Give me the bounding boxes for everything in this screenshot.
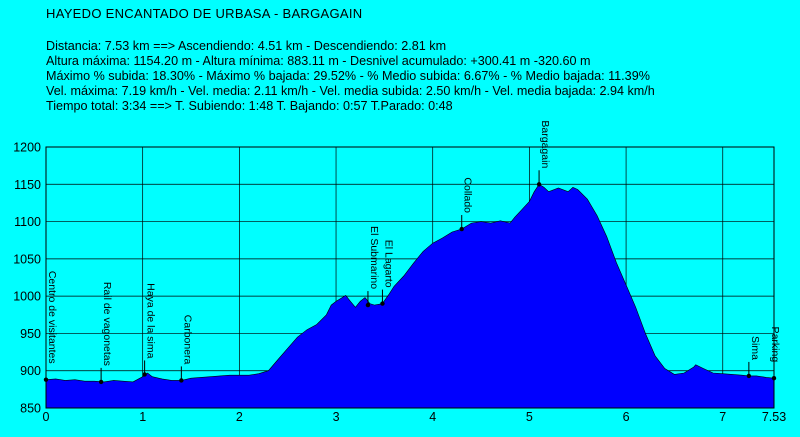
waypoint-label: El Submarino	[368, 226, 380, 289]
waypoint-label: Sima	[749, 336, 761, 360]
waypoint-label: Collado	[462, 177, 474, 213]
waypoint-marker	[142, 372, 147, 377]
waypoint-label: Rail de vagonetas	[101, 282, 113, 366]
y-tick-label: 1050	[13, 252, 41, 266]
waypoint-marker	[746, 373, 752, 379]
y-tick-label: 850	[20, 402, 41, 416]
x-tick-label: 7	[719, 410, 726, 424]
waypoint-label: Carbonera	[181, 315, 193, 365]
x-tick-label: 2	[236, 410, 243, 424]
waypoint-marker	[771, 375, 777, 381]
waypoint-label: Bargagain	[539, 120, 551, 168]
waypoints: Centro de visitantes Rail de vagonetas Hay…	[43, 120, 781, 385]
y-tick-label: 950	[20, 327, 41, 341]
x-tick-label: 5	[526, 410, 533, 424]
waypoint: El Submarino	[365, 226, 380, 308]
elevation-area	[45, 183, 775, 409]
x-tick-label: 4	[429, 410, 436, 424]
stats-line-altitude: Altura máxima: 1154.20 m - Altura mínima…	[46, 54, 591, 68]
waypoint-marker	[536, 182, 542, 187]
waypoint-label: Centro de visitantes	[46, 271, 58, 364]
stats-line-slope: Máximo % subida: 18.30% - Máximo % bajad…	[46, 69, 650, 83]
y-tick-label: 1150	[14, 178, 41, 192]
waypoint: Sima	[746, 336, 761, 379]
waypoint: Carbonera	[179, 315, 193, 383]
y-tick-label: 1100	[14, 215, 41, 229]
waypoint: Rail de vagonetas	[98, 282, 113, 385]
x-tick-label: 6	[623, 410, 630, 424]
stats-line-time: Tiempo total: 3:34 ==> T. Subiendo: 1:48…	[46, 99, 453, 113]
stats-line-distance: Distancia: 7.53 km ==> Ascendiendo: 4.51…	[46, 39, 447, 53]
waypoint-label: El Lagarto	[382, 240, 394, 288]
waypoint: El Lagarto	[380, 240, 394, 306]
waypoint: Centro de visitantes	[43, 271, 58, 382]
waypoint-marker	[380, 301, 385, 306]
y-tick-label: 900	[20, 364, 41, 378]
x-axis-ticks: 0 1 2 3 4 5 6 7 7.53	[43, 410, 787, 424]
x-tick-label: 3	[333, 410, 340, 424]
waypoint-marker	[43, 377, 49, 382]
waypoint: Bargagain	[536, 120, 551, 187]
waypoint: Parking	[769, 327, 781, 381]
waypoint-marker	[459, 226, 464, 232]
plot-frame	[45, 146, 775, 409]
y-axis-ticks: 850 900 950 1000 1050 1100 1150 1200	[13, 141, 41, 416]
x-tick-label: 0	[43, 410, 50, 424]
x-tick-label: 1	[139, 410, 146, 424]
waypoint: Haya de la sima	[142, 283, 157, 377]
waypoint-label: Parking	[769, 327, 781, 363]
y-tick-label: 1000	[13, 290, 41, 304]
stats-block: Distancia: 7.53 km ==> Ascendiendo: 4.51…	[46, 39, 655, 114]
waypoint: Collado	[459, 177, 474, 232]
waypoint-label: Haya de la sima	[145, 283, 157, 358]
x-tick-label: 7.53	[762, 410, 786, 424]
waypoint-marker	[179, 378, 184, 383]
stats-line-speed: Vel. máxima: 7.19 km/h - Vel. media: 2.1…	[46, 84, 655, 98]
chart-title: HAYEDO ENCANTADO DE URBASA - BARGAGAIN	[46, 6, 363, 21]
waypoint-marker	[365, 302, 371, 308]
y-tick-label: 1200	[13, 141, 41, 155]
waypoint-marker	[98, 379, 104, 385]
